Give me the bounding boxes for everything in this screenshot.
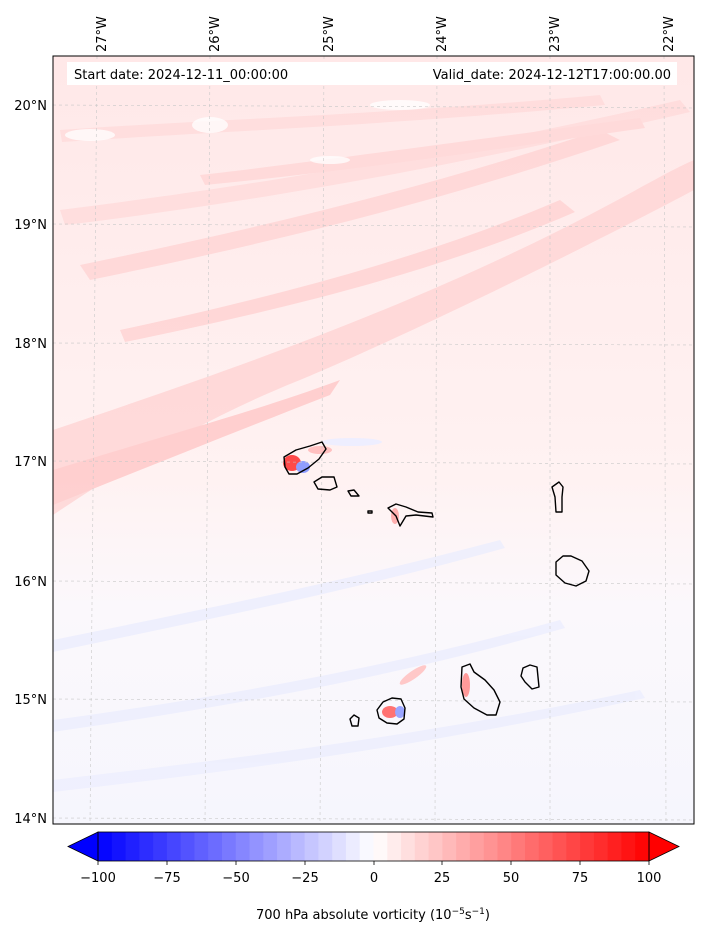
- colorbar-segment: [290, 832, 306, 861]
- colorbar-min-extend-arrow: [67, 831, 99, 862]
- lon-tick-label: 27°W: [95, 16, 110, 52]
- colorbar-segment: [401, 832, 416, 861]
- vorticity-streaks: [53, 95, 694, 515]
- colorbar-segment: [511, 832, 526, 861]
- lat-tick-label: 16°N: [14, 575, 47, 590]
- island-santiago: [460, 663, 501, 716]
- colorbar-segment: [263, 832, 278, 861]
- colorbar-segment: [387, 832, 402, 861]
- colorbar-segment: [125, 832, 140, 861]
- negative-vorticity-streaks: [53, 540, 645, 792]
- island-maio: [520, 664, 540, 690]
- colorbar-segment: [635, 832, 650, 861]
- island-sao-vicente: [313, 476, 338, 491]
- colorbar-segment: [552, 832, 567, 861]
- info-banner-background: [67, 62, 677, 85]
- island-santo-antao: [283, 441, 327, 475]
- colorbar-tick-labels: −100 −75 −50 −25 0 25 50 75 100: [80, 871, 661, 886]
- colorbar-frame: [97, 831, 650, 862]
- colorbar-segment: [373, 832, 388, 861]
- vorticity-white-patches: [65, 100, 430, 164]
- colorbar-segment: [483, 832, 499, 861]
- colorbar-segment: [428, 832, 443, 861]
- colorbar-segment: [98, 832, 113, 861]
- colorbar-tick-label: 50: [503, 871, 520, 886]
- lon-tick-label: 24°W: [435, 16, 450, 52]
- colorbar-segment: [580, 832, 595, 861]
- colorbar-tick-label: 0: [370, 871, 378, 886]
- island-boa-vista: [555, 555, 590, 587]
- colorbar-segment: [345, 832, 361, 861]
- lon-tick-label: 25°W: [322, 16, 337, 52]
- colorbar-segment: [208, 832, 223, 861]
- colorbar-tick-label: −100: [80, 871, 116, 886]
- latitude-axis: 20°N 19°N 18°N 17°N 16°N 15°N 14°N: [14, 99, 47, 827]
- colorbar-max-extend-arrow: [648, 831, 680, 862]
- colorbar-segments: [98, 832, 650, 861]
- lat-tick-label: 17°N: [14, 455, 47, 470]
- island-santa-luzia: [347, 489, 360, 497]
- colorbar-segment: [277, 832, 292, 861]
- lat-tick-label: 20°N: [14, 99, 47, 114]
- colorbar-segment: [621, 832, 636, 861]
- colorbar-segment: [593, 832, 609, 861]
- lon-tick-label: 23°W: [548, 16, 563, 52]
- colorbar-segment: [359, 832, 375, 861]
- colorbar-tick-label: −50: [222, 871, 249, 886]
- colorbar-segment: [414, 832, 430, 861]
- colorbar-segment: [194, 832, 209, 861]
- colorbar-ticks: [97, 861, 650, 865]
- island-sal: [551, 481, 564, 513]
- lat-tick-label: 19°N: [14, 218, 47, 233]
- island-outlines: [283, 441, 590, 727]
- colorbar-segment: [249, 832, 264, 861]
- island-brava: [349, 714, 360, 727]
- longitude-axis: 27°W 26°W 25°W 24°W 23°W 22°W: [95, 16, 677, 52]
- island-branco: [367, 510, 373, 514]
- colorbar-segment: [332, 832, 347, 861]
- colorbar-segment: [235, 832, 251, 861]
- colorbar-segment: [497, 832, 512, 861]
- map-panel: Start date: 2024-12-11_00:00:00 Valid_da…: [53, 56, 694, 824]
- map-frame: [52, 55, 695, 825]
- colorbar-tick-label: −25: [291, 871, 318, 886]
- start-date-label: Start date: 2024-12-11_00:00:00: [74, 68, 288, 83]
- colorbar-segment: [607, 832, 623, 861]
- colorbar-tick-label: 75: [572, 871, 589, 886]
- colorbar-segment: [180, 832, 196, 861]
- colorbar-segment: [538, 832, 554, 861]
- colorbar-segment: [456, 832, 471, 861]
- gridlines: [53, 56, 694, 824]
- lon-tick-label: 26°W: [208, 16, 223, 52]
- colorbar-tick-label: 25: [434, 871, 451, 886]
- colorbar-segment: [166, 832, 182, 861]
- colorbar-segment: [566, 832, 581, 861]
- lat-tick-label: 18°N: [14, 337, 47, 352]
- colorbar-tick-label: 100: [637, 871, 662, 886]
- colorbar-segment: [469, 832, 485, 861]
- colorbar-segment: [304, 832, 320, 861]
- colorbar-segment: [318, 832, 333, 861]
- colorbar-segment: [111, 832, 127, 861]
- colorbar-segment: [153, 832, 168, 861]
- colorbar-title: 700 hPa absolute vorticity (10−5s−1): [256, 907, 490, 923]
- island-sao-nicolau: [387, 503, 434, 527]
- island-vorticity-features: [283, 438, 470, 718]
- lat-tick-label: 15°N: [14, 693, 47, 708]
- lon-tick-label: 22°W: [662, 16, 677, 52]
- colorbar-segment: [139, 832, 154, 861]
- colorbar-segment: [525, 832, 540, 861]
- island-fogo: [376, 697, 406, 725]
- colorbar-tick-label: −75: [153, 871, 180, 886]
- colorbar: −100 −75 −50 −25 0 25 50 75 100 700 hPa …: [67, 831, 680, 923]
- lat-tick-label: 14°N: [14, 812, 47, 827]
- colorbar-segment: [442, 832, 457, 861]
- valid-date-label: Valid_date: 2024-12-12T17:00:00.00: [433, 68, 671, 83]
- colorbar-segment: [221, 832, 237, 861]
